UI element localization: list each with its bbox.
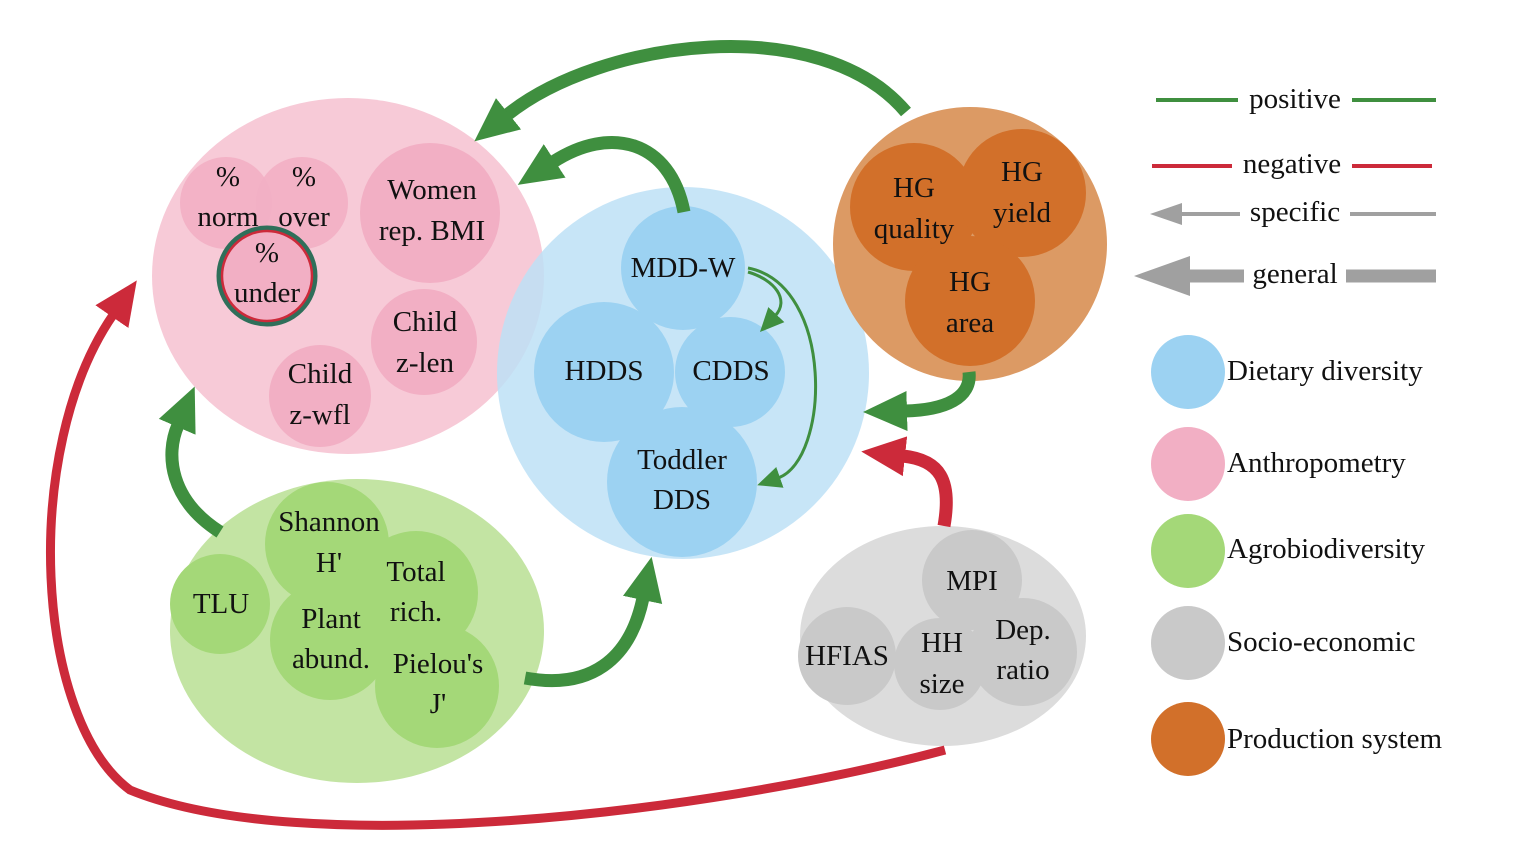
legend-anthro-swatch (1151, 427, 1225, 501)
hg-quality-label-2: quality (874, 213, 955, 245)
legend-agro-swatch (1151, 514, 1225, 588)
relationship-arrows (45, 40, 976, 830)
legend-general-arrowhead (1134, 256, 1190, 296)
arrow-mddw-to-cdds (747, 270, 785, 333)
pielou-node (375, 624, 499, 748)
arrow-socio-to-dietary (861, 436, 953, 528)
hg-area-node (905, 236, 1035, 366)
plant-abund-label-2: abund. (292, 643, 370, 675)
women-bmi-label-2: rep. BMI (379, 215, 485, 247)
arrow-mddw-to-anthropometry (517, 136, 691, 214)
hh-size-label-2: size (919, 668, 964, 700)
arrow-agro-to-anthropometry (158, 386, 224, 538)
agrobiodiversity-group: Shannon H' TLU Total rich. Plant abund. … (170, 479, 544, 783)
plant-abund-label-1: Plant (301, 603, 361, 635)
toddler-label-1: Toddler (637, 444, 727, 476)
over-label-1: % (292, 161, 316, 193)
hg-area-label-1: HG (949, 266, 991, 298)
over-node (256, 157, 348, 249)
legend-production-swatch (1151, 702, 1225, 776)
hdds-node (534, 302, 674, 442)
arrow-socio-to-anthropometry (45, 280, 947, 830)
dep-ratio-node (969, 598, 1077, 706)
child-zwfl-label-2: z-wfl (289, 399, 350, 431)
child-zwfl-label-1: Child (288, 358, 353, 390)
hg-quality-label-1: HG (893, 172, 935, 204)
women-bmi-label-1: Women (387, 174, 477, 206)
arrow-agro-to-dietary (523, 556, 663, 688)
norm-label-1: % (216, 161, 240, 193)
hg-quality-node (850, 143, 978, 271)
mpi-label: MPI (946, 565, 998, 597)
legend-general-label: general (1252, 258, 1337, 290)
women-bmi-node (360, 143, 500, 283)
mddw-label: MDD-W (631, 252, 736, 284)
toddler-dds-node (607, 407, 757, 557)
shannon-label-2: H' (316, 547, 342, 579)
plant-abund-node (270, 580, 390, 700)
pielou-label-1: Pielou's (393, 648, 484, 680)
total-rich-label-1: Total (386, 556, 445, 588)
child-zwfl-node (269, 345, 371, 447)
legend-dietary-swatch (1151, 335, 1225, 409)
hfias-node (798, 607, 896, 705)
hdds-label: HDDS (565, 355, 644, 387)
legend-positive-label: positive (1249, 83, 1341, 115)
child-zlen-node (371, 289, 477, 395)
hg-yield-label-2: yield (993, 197, 1051, 229)
under-label-2: under (234, 277, 300, 309)
tlu-node (170, 554, 270, 654)
legend-production-label: Production system (1227, 723, 1443, 755)
legend-specific-label: specific (1250, 196, 1340, 228)
pielou-label-2: J' (430, 688, 447, 720)
legend-anthro-label: Anthropometry (1227, 447, 1406, 479)
norm-label-2: norm (197, 201, 259, 233)
shannon-label-1: Shannon (278, 506, 380, 538)
arrow-production-to-dietary (863, 371, 976, 431)
legend-specific-arrowhead (1150, 203, 1182, 225)
child-zlen-label-2: z-len (396, 347, 454, 379)
legend-dietary-label: Dietary diversity (1227, 355, 1423, 387)
toddler-label-2: DDS (653, 484, 711, 516)
hfias-label: HFIAS (805, 640, 889, 672)
hh-size-label-1: HH (921, 627, 963, 659)
cdds-node (675, 317, 785, 427)
arrow-production-to-anthropometry (474, 40, 911, 142)
mddw-node (621, 206, 745, 330)
tlu-label: TLU (193, 588, 249, 620)
over-label-2: over (278, 201, 330, 233)
under-label-1: % (255, 237, 279, 269)
production-group: HG quality HG yield HG area (833, 107, 1107, 381)
dep-ratio-label-2: ratio (996, 654, 1049, 686)
legend: positive negative specific general Dieta… (1134, 83, 1443, 776)
total-rich-label-2: rich. (390, 596, 442, 628)
arrow-mddw-to-toddler (747, 266, 818, 488)
socio-economic-group: MPI HFIAS HH size Dep. ratio (798, 526, 1086, 746)
dep-ratio-label-1: Dep. (995, 614, 1051, 646)
dietary-group: MDD-W HDDS CDDS Toddler DDS (497, 187, 869, 559)
norm-node (180, 157, 272, 249)
child-zlen-label-1: Child (393, 306, 458, 338)
legend-agro-label: Agrobiodiversity (1227, 533, 1426, 565)
hg-yield-label-1: HG (1001, 156, 1043, 188)
hh-size-node (894, 618, 986, 710)
legend-socio-swatch (1151, 606, 1225, 680)
under-node (220, 229, 314, 323)
under-node-ring (216, 225, 318, 327)
cdds-label: CDDS (692, 355, 769, 387)
hg-yield-node (958, 129, 1086, 257)
legend-negative-label: negative (1243, 148, 1341, 180)
hg-area-label-2: area (946, 307, 994, 339)
legend-socio-label: Socio-economic (1227, 626, 1415, 658)
anthropometry-group: % norm % over % under Women rep. BMI Chi… (152, 98, 544, 454)
